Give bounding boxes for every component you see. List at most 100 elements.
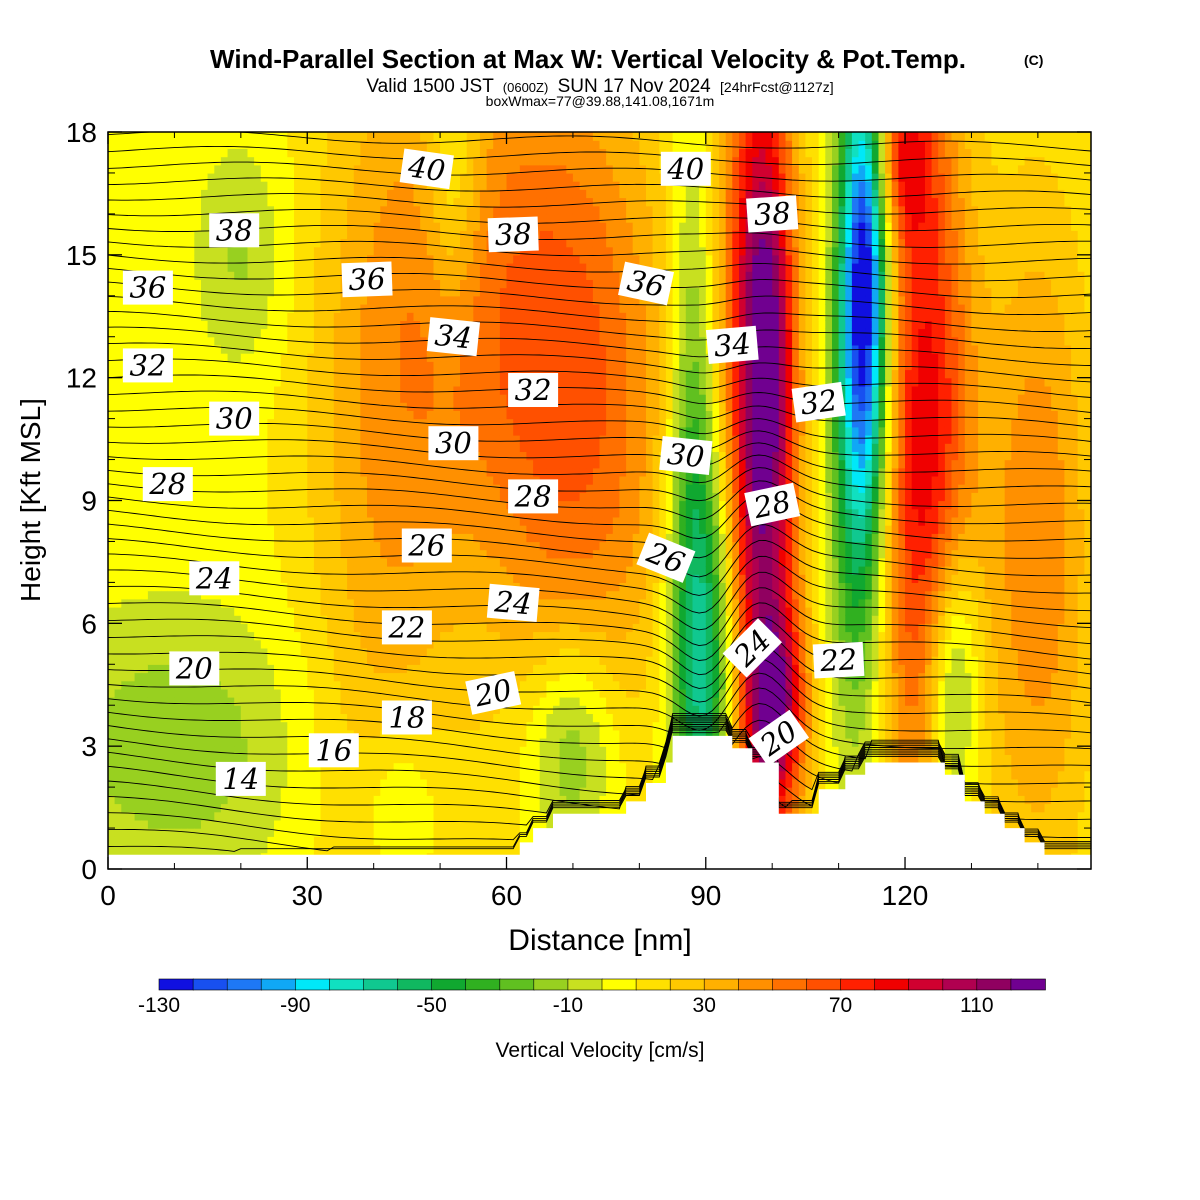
field-cell [433, 467, 441, 477]
field-cell [201, 484, 209, 493]
field-cell [227, 729, 235, 739]
field-cell [247, 279, 255, 289]
field-cell [127, 615, 136, 624]
field-cell [201, 795, 209, 805]
field-cell [353, 557, 361, 567]
field-cell [387, 598, 395, 608]
field-cell [353, 680, 361, 690]
field-cell [420, 451, 428, 461]
field-cell [373, 205, 381, 215]
field-cell [274, 410, 282, 420]
field-cell [300, 205, 308, 215]
field-cell [300, 443, 308, 452]
field-cell [201, 377, 209, 387]
field-cell [121, 664, 129, 674]
field-cell [426, 664, 434, 674]
field-cell [280, 377, 288, 387]
field-cell [161, 639, 169, 649]
field-cell [154, 639, 162, 649]
field-cell [347, 533, 355, 543]
field-cell [220, 328, 229, 338]
field-cell [161, 787, 169, 796]
field-cell [360, 320, 368, 330]
field-cell [227, 369, 235, 379]
field-cell [114, 271, 122, 280]
field-cell [327, 451, 335, 461]
field-cell [460, 410, 468, 420]
field-cell [294, 639, 302, 649]
field-cell [121, 713, 129, 723]
field-cell [114, 754, 122, 764]
field-cell [274, 459, 282, 469]
field-cell [393, 688, 401, 698]
field-cell [413, 361, 421, 371]
field-cell [174, 697, 182, 706]
field-cell [114, 811, 122, 821]
field-cell [446, 312, 454, 321]
field-cell [220, 443, 229, 452]
field-cell [260, 148, 268, 158]
field-cell [274, 172, 282, 182]
field-cell [187, 254, 195, 264]
field-cell [347, 656, 355, 665]
field-cell [141, 549, 149, 559]
field-cell [466, 754, 474, 764]
field-cell [287, 541, 295, 551]
field-cell [280, 787, 288, 796]
field-cell [247, 754, 255, 764]
field-cell [147, 787, 156, 796]
field-cell [347, 189, 355, 199]
field-cell [121, 140, 129, 149]
field-cell [387, 778, 395, 788]
field-cell [207, 344, 215, 354]
field-cell [240, 729, 248, 739]
field-cell [400, 148, 408, 158]
field-cell [254, 279, 262, 289]
field-cell [141, 688, 149, 698]
field-cell [227, 836, 235, 845]
field-cell [247, 647, 255, 657]
field-cell [387, 156, 395, 166]
field-cell [473, 664, 481, 674]
field-cell [320, 549, 328, 559]
field-cell [373, 705, 381, 714]
field-cell [420, 508, 428, 518]
field-cell [287, 181, 295, 190]
field-cell [108, 647, 116, 657]
field-cell [108, 377, 116, 387]
field-cell [174, 279, 182, 289]
field-cell [393, 803, 401, 813]
field-cell [307, 795, 315, 805]
field-cell [313, 582, 322, 592]
field-cell [413, 213, 421, 223]
field-cell [254, 607, 262, 616]
field-cell [121, 402, 129, 411]
field-cell [207, 394, 215, 403]
field-cell [300, 328, 308, 338]
field-cell [287, 770, 295, 780]
field-cell [426, 246, 434, 256]
field-cell [406, 795, 415, 805]
field-cell [367, 312, 375, 321]
field-cell [380, 680, 388, 690]
field-cell [134, 172, 142, 182]
field-cell [187, 787, 195, 796]
field-cell [108, 836, 116, 845]
field-cell [413, 279, 421, 289]
field-cell [227, 492, 235, 502]
field-cell [353, 140, 361, 149]
field-cell [127, 762, 136, 772]
field-cell [234, 508, 242, 518]
field-cell [214, 377, 222, 387]
field-cell [333, 795, 341, 805]
field-cell [400, 582, 408, 592]
field-cell [360, 418, 368, 428]
field-cell [174, 377, 182, 387]
field-cell [260, 353, 268, 362]
field-cell [327, 778, 335, 788]
field-cell [154, 402, 162, 411]
field-cell [426, 304, 434, 313]
field-cell [380, 590, 388, 600]
field-cell [207, 435, 215, 444]
field-cell [460, 418, 468, 428]
